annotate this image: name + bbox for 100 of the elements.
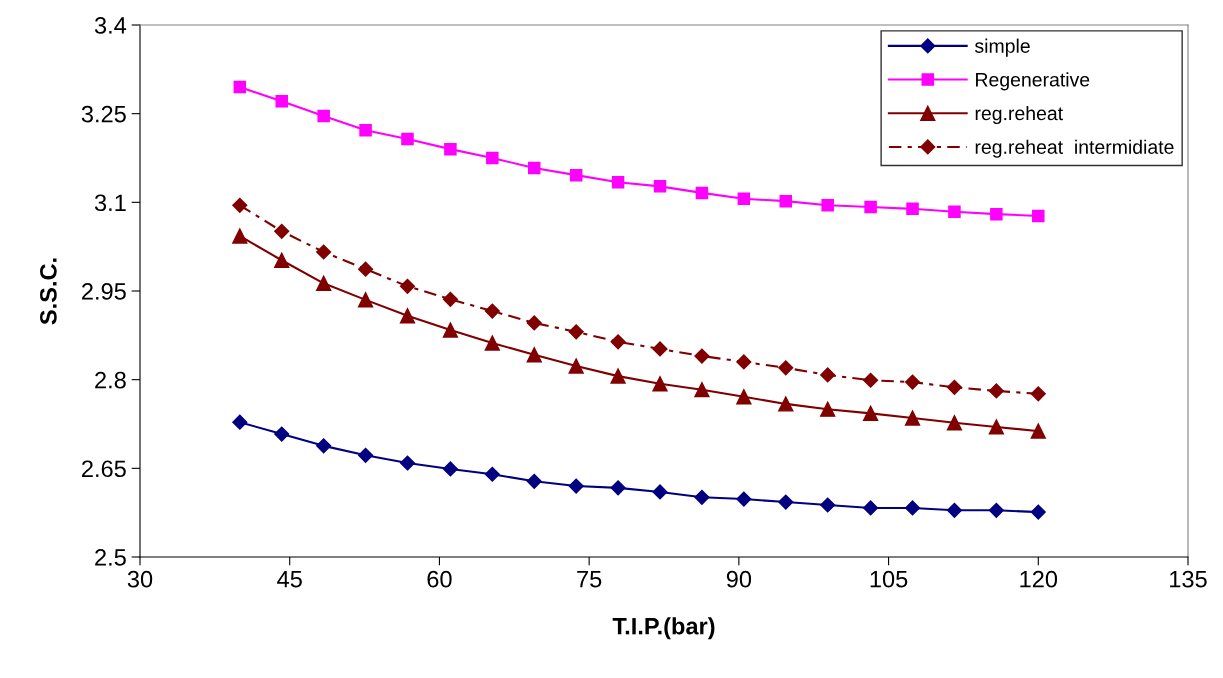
legend-label: simple [975,38,1030,57]
point [442,291,458,307]
point [1030,423,1046,439]
point [736,389,752,405]
point [527,161,541,175]
point [946,379,963,395]
point [484,303,500,319]
point [948,205,961,219]
point [442,461,458,477]
point [442,322,459,338]
x-axis-title: T.I.P.(bar) [612,617,715,640]
legend-label: Regenerative [976,72,1090,91]
y-tick-label: 3.4 [94,17,127,34]
point [399,308,416,324]
point [399,278,416,294]
point [357,447,374,463]
point [694,348,710,364]
point [317,109,330,123]
point [611,175,625,189]
x-tick-label: 30 [127,570,153,588]
point [820,367,836,383]
y-tick-label: 2.65 [82,460,126,478]
point [988,502,1004,518]
point [316,244,332,260]
legend-label: reg.reheat intermidiate [975,139,1174,158]
point [820,497,836,513]
point [274,426,290,442]
point [399,455,416,471]
point [526,347,542,363]
y-tick-label: 2.95 [82,283,126,300]
point [652,341,668,357]
point [821,199,834,212]
point [568,478,584,494]
point [820,401,836,417]
point [988,419,1005,435]
point [695,186,709,200]
point [275,95,288,108]
point [694,489,710,505]
point [862,405,879,421]
point [232,197,248,213]
point [569,168,583,182]
point [610,334,626,350]
point [357,261,374,277]
point [652,376,668,392]
point [610,480,626,496]
point [568,324,584,340]
point [779,194,793,208]
x-tick-label: 45 [277,571,302,588]
point [946,502,963,518]
x-tick-label: 75 [577,571,602,588]
point [653,180,667,193]
x-tick-label: 105 [870,570,908,588]
point [863,372,879,388]
point [233,80,247,94]
point [568,358,584,374]
point [316,275,332,291]
point [359,123,372,137]
point [1030,504,1046,520]
point [778,396,794,412]
y-tick-label: 3.1 [94,194,126,212]
point [694,382,710,398]
point [906,202,919,216]
point [904,374,921,390]
point [610,368,626,384]
y-axis-title: S.S.C. [40,258,57,325]
y-tick-label: 2.8 [95,371,126,389]
y-tick-label: 2.5 [95,549,126,566]
point [401,132,414,146]
point [652,484,668,500]
point [736,354,752,370]
point [904,410,921,426]
y-tick-label: 3.25 [81,105,126,123]
point [526,315,542,331]
point [778,360,794,376]
point [1032,209,1045,223]
legend-label: reg.reheat [975,105,1063,125]
point [946,415,963,431]
point [357,292,374,308]
point [737,192,751,206]
point [232,228,248,244]
x-tick-label: 60 [427,570,452,588]
point [316,438,332,454]
point [1030,386,1046,402]
x-tick-label: 135 [1170,570,1207,588]
x-tick-label: 120 [1020,570,1058,588]
point [484,466,500,482]
point [904,500,921,516]
point [484,335,500,351]
point [988,383,1004,399]
point [232,414,248,430]
point [486,151,499,165]
point [778,494,794,510]
point [444,142,457,156]
point [863,500,879,516]
point [274,252,290,268]
point [526,473,542,489]
point [736,491,752,507]
x-tick-label: 90 [726,570,752,588]
point [990,207,1003,221]
point [274,223,290,239]
